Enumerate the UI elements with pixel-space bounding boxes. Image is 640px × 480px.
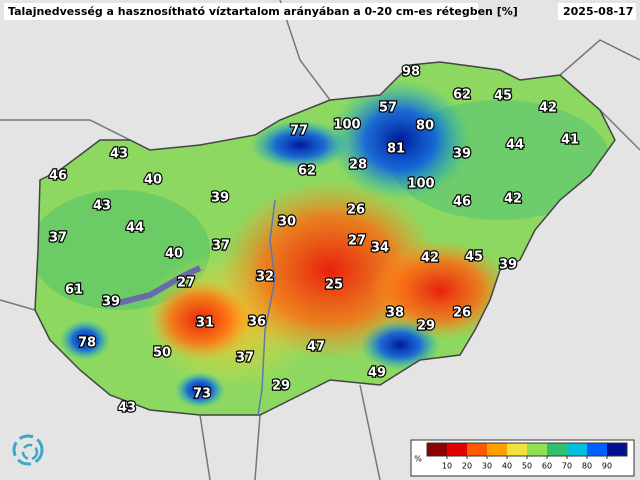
- colorbar-segment: [547, 443, 568, 456]
- station-value: 25: [325, 278, 343, 293]
- station-value: 38: [386, 306, 404, 321]
- colorbar-tick-label: 40: [502, 462, 512, 471]
- station-value: 44: [506, 138, 524, 153]
- colorbar-segment: [607, 443, 628, 456]
- station-value: 37: [49, 231, 67, 246]
- station-labels: 98 62 45 42 77 100 57 80 41 43 81 39 44 62 28 46 40 100 39…: [48, 63, 580, 416]
- station-value: 98: [402, 65, 420, 80]
- station-value: 28: [349, 158, 367, 173]
- station-value: 45: [465, 250, 483, 265]
- colorbar-tick-label: 20: [462, 462, 472, 471]
- title-box: [4, 3, 478, 20]
- station-value: 46: [453, 195, 471, 210]
- colorbar-segment: [447, 443, 468, 456]
- station-value: 39: [102, 295, 120, 310]
- station-value: 46: [49, 169, 67, 184]
- station-value: 50: [153, 346, 171, 361]
- station-value: 42: [421, 251, 439, 266]
- station-value: 34: [371, 241, 389, 256]
- lake-balaton: [109, 265, 202, 308]
- river-danube: [257, 199, 276, 416]
- station-value: 42: [539, 101, 557, 116]
- station-value: 40: [144, 173, 162, 188]
- station-value: 78: [78, 336, 96, 351]
- station-value: 77: [290, 124, 308, 139]
- station-value: 62: [298, 164, 316, 179]
- title: Talajnedvesség a hasznosítható víztartal…: [8, 5, 518, 18]
- station-value: 32: [256, 270, 274, 285]
- colorbar-segment: [427, 443, 448, 456]
- colorbar-segment: [467, 443, 488, 456]
- station-value: 62: [453, 88, 471, 103]
- colorbar-segment: [587, 443, 608, 456]
- station-value: 27: [177, 276, 195, 291]
- colorbar-tick-label: 50: [522, 462, 532, 471]
- station-value: 29: [272, 379, 290, 394]
- station-value: 57: [379, 101, 397, 116]
- colorbar-segment: [507, 443, 528, 456]
- colorbar-tick-label: 60: [542, 462, 552, 471]
- colorbar-segment: [567, 443, 588, 456]
- station-value: 37: [212, 239, 230, 254]
- station-value: 43: [110, 147, 128, 162]
- colorbar-tick-label: 10: [442, 462, 452, 471]
- station-value: 100: [333, 118, 360, 133]
- station-value: 26: [453, 306, 471, 321]
- station-value: 39: [453, 147, 471, 162]
- station-value: 36: [248, 315, 266, 330]
- station-value: 61: [65, 283, 83, 298]
- date-box: [558, 3, 636, 20]
- station-value: 31: [196, 316, 214, 331]
- station-value: 37: [236, 351, 254, 366]
- colorbar-tick-label: 90: [602, 462, 612, 471]
- colorbar: 10 20 30 40 50 60 70 80 90: [426, 442, 628, 471]
- station-value: 27: [348, 234, 366, 249]
- station-value: 100: [407, 177, 434, 192]
- station-value: 47: [307, 340, 325, 355]
- station-value: 42: [504, 192, 522, 207]
- country-border: [34, 61, 616, 416]
- station-value: 44: [126, 221, 144, 236]
- colorbar-tick-label: 80: [582, 462, 592, 471]
- station-value: 73: [193, 387, 211, 402]
- station-value: 45: [494, 89, 512, 104]
- legend-unit: %: [414, 455, 422, 464]
- station-value: 80: [416, 119, 434, 134]
- colorbar-tick-label: 70: [562, 462, 572, 471]
- date: 2025-08-17: [563, 5, 633, 18]
- station-value: 43: [118, 401, 136, 416]
- station-value: 43: [93, 199, 111, 214]
- station-value: 39: [211, 191, 229, 206]
- colorbar-segment: [487, 443, 508, 456]
- logo: [12, 434, 44, 466]
- station-value: 26: [347, 203, 365, 218]
- colorbar-segment: [527, 443, 548, 456]
- station-value: 30: [278, 215, 296, 230]
- colorbar-tick-label: 30: [482, 462, 492, 471]
- station-value: 49: [368, 366, 386, 381]
- station-value: 29: [417, 319, 435, 334]
- station-value: 39: [499, 258, 517, 273]
- station-value: 41: [561, 133, 579, 148]
- station-value: 81: [387, 142, 405, 157]
- station-value: 40: [165, 247, 183, 262]
